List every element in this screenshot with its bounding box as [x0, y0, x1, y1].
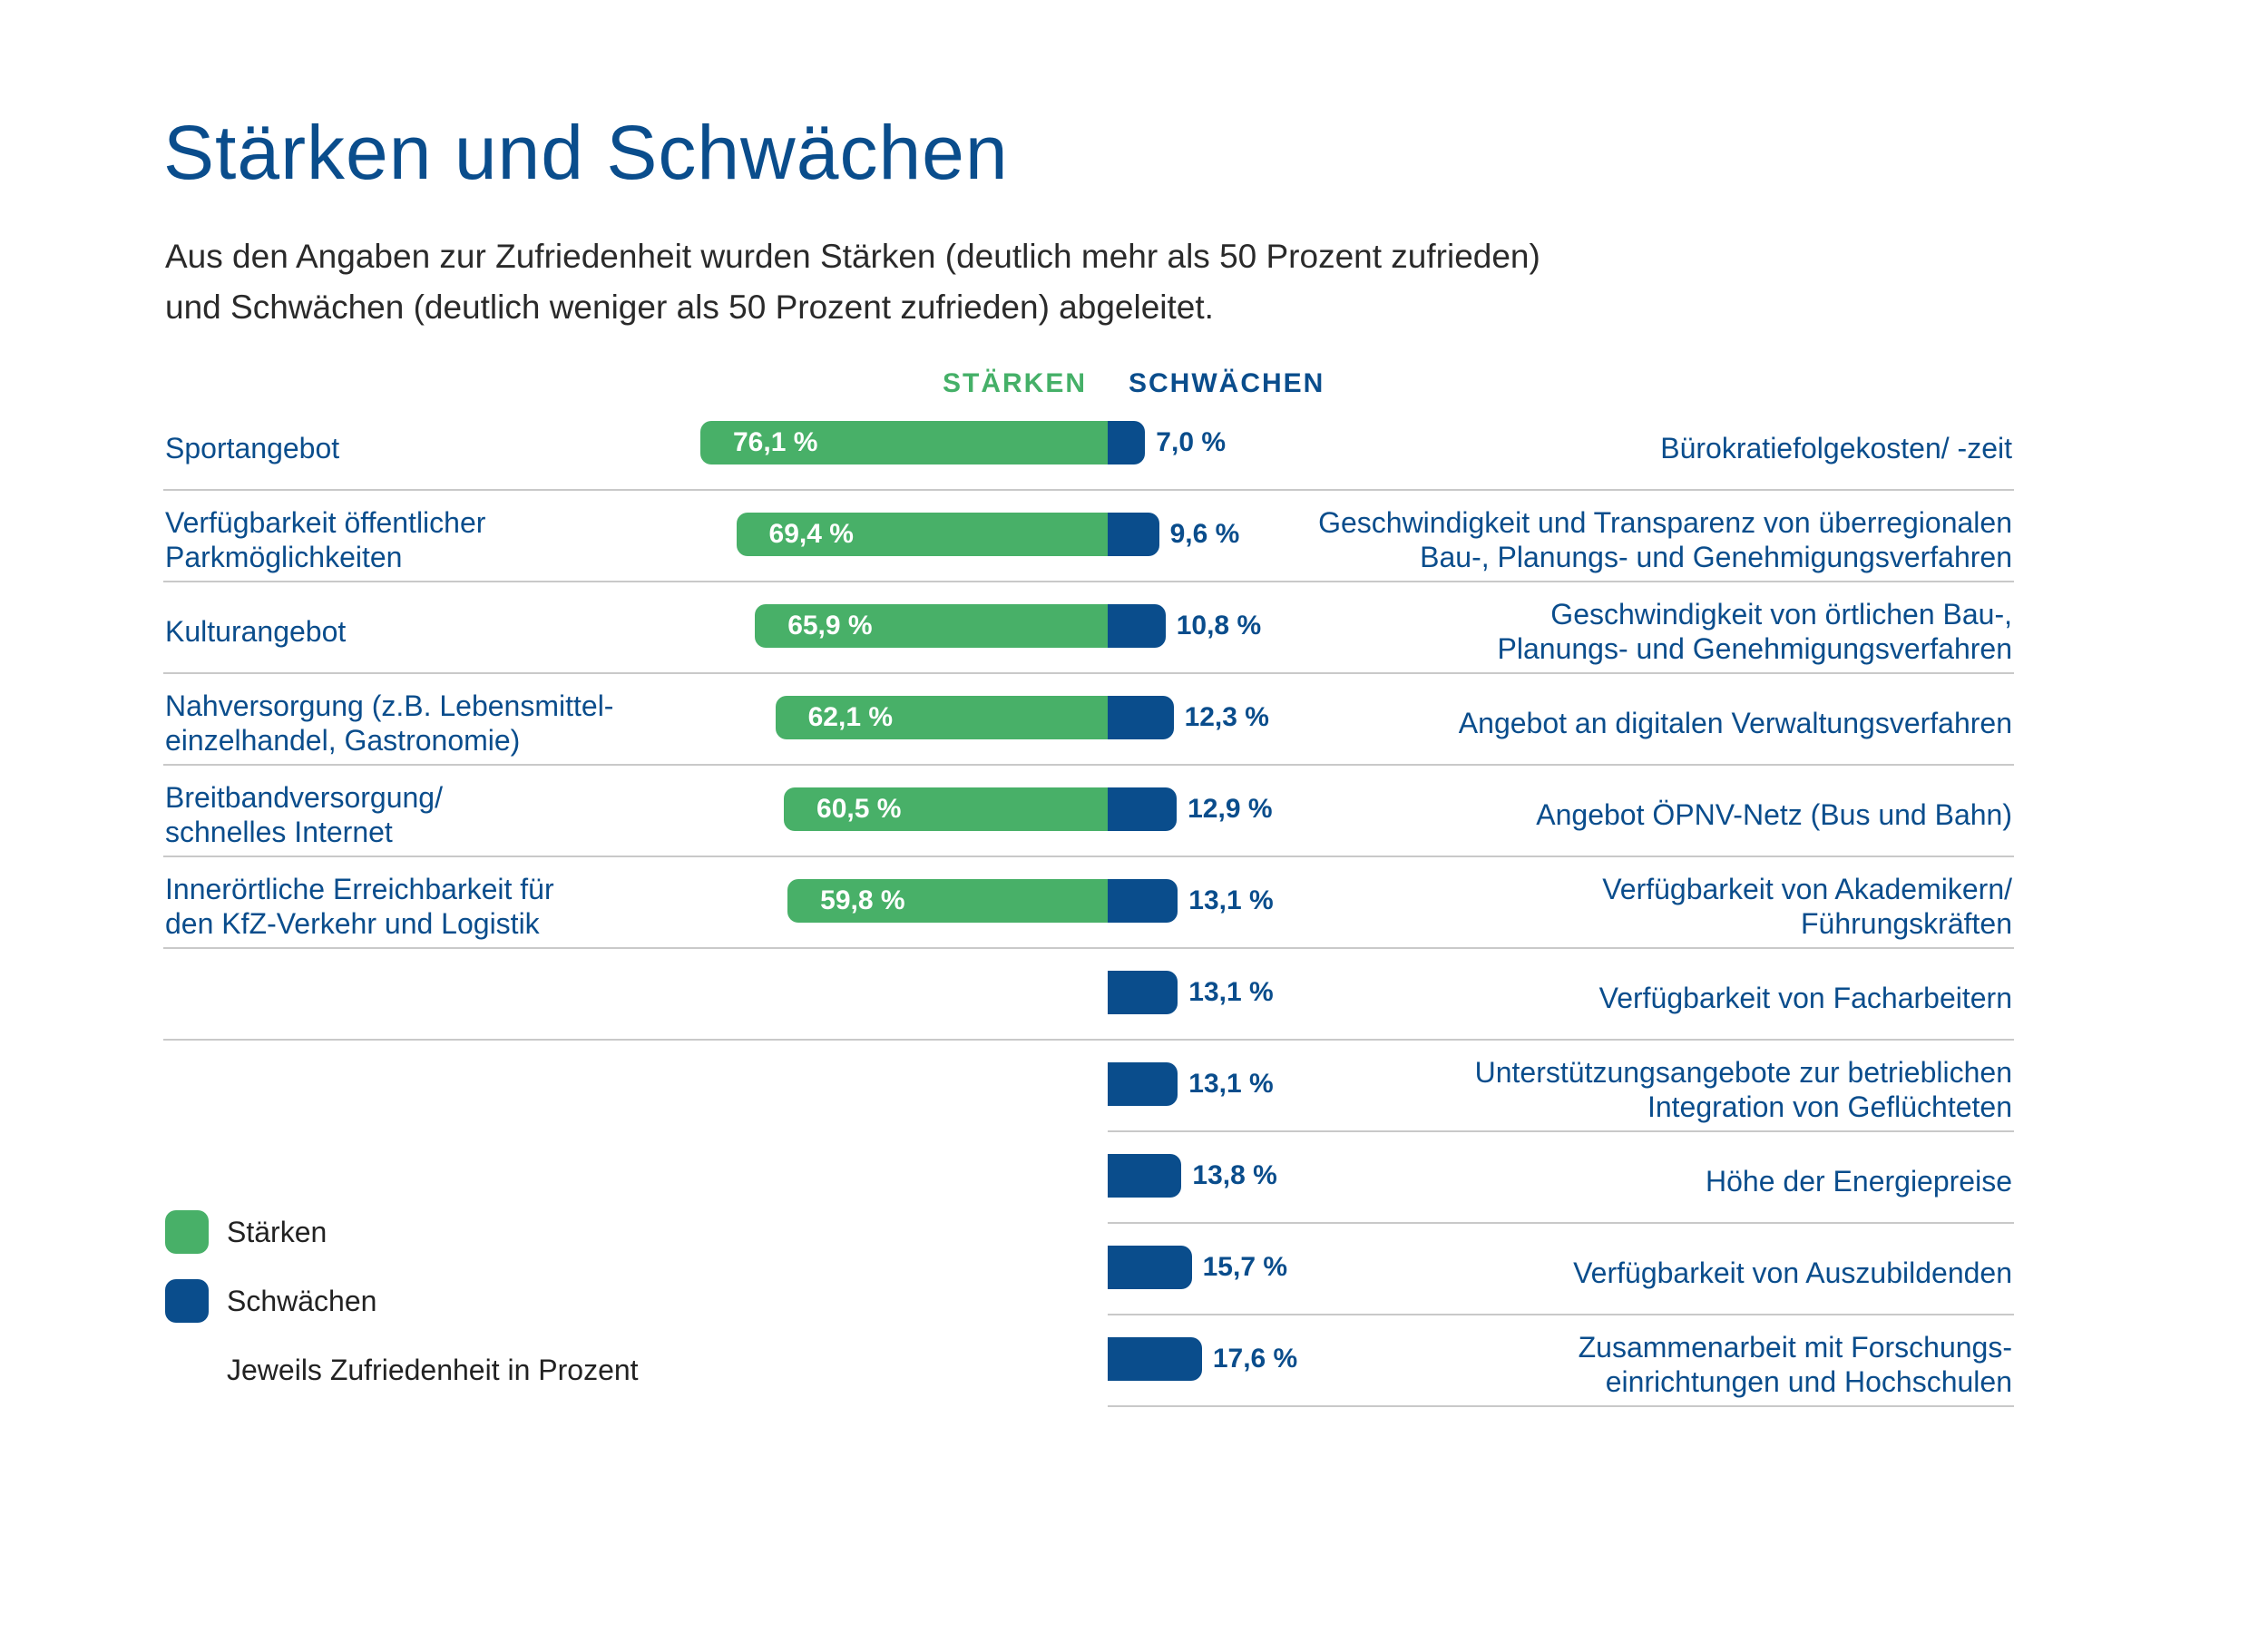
row-divider [163, 581, 2014, 582]
row-divider [1108, 1314, 2014, 1315]
row-divider [163, 947, 2014, 949]
weakness-bar [1108, 879, 1178, 923]
weakness-label-line-1: Zusammenarbeit mit Forschungs- [1578, 1330, 2012, 1364]
weakness-label: Verfügbarkeit von Facharbeitern [1196, 958, 2012, 1037]
weakness-value-label: 10,8 % [1176, 611, 1262, 640]
strength-label-line-1: Innerörtliche Erreichbarkeit für [165, 872, 554, 905]
weakness-label-line-1: Höhe der Energiepreise [1706, 1164, 2012, 1198]
weakness-label: Angebot ÖPNV-Netz (Bus und Bahn) [1196, 775, 2012, 854]
weakness-value-label: 17,6 % [1212, 1344, 1298, 1374]
row-divider [1108, 1130, 2014, 1132]
strength-label-line-1: Nahversorgung (z.B. Lebensmittel- [165, 689, 614, 722]
strength-bar [755, 604, 1108, 648]
weakness-value-label: 12,9 % [1188, 794, 1273, 824]
weakness-label-line-2: Integration von Geflüchteten [1647, 1090, 2012, 1123]
weakness-label: Höhe der Energiepreise [1196, 1141, 2012, 1220]
weakness-bar [1108, 1154, 1182, 1198]
row-divider [163, 856, 2014, 857]
strength-bar [775, 696, 1108, 739]
strength-label-line-2: schnelles Internet [165, 815, 393, 848]
weakness-value-label: 13,1 % [1188, 1069, 1274, 1099]
weakness-value-label: 13,8 % [1192, 1160, 1277, 1190]
row-divider [1108, 1405, 2014, 1407]
row-divider [163, 489, 2014, 491]
legend-label-strengths: Stärken [227, 1216, 327, 1248]
weakness-bar [1108, 1062, 1178, 1106]
strength-label-line-1: Verfügbarkeit öffentlicher [165, 505, 486, 539]
strength-label: Verfügbarkeit öffentlicher Parkmöglichkei… [165, 500, 673, 579]
weakness-label-line-1: Angebot ÖPNV-Netz (Bus und Bahn) [1536, 797, 2012, 831]
strength-label: Nahversorgung (z.B. Lebensmittel-einzelh… [165, 683, 673, 762]
weakness-label-line-1: Geschwindigkeit von örtlichen Bau-, [1550, 597, 2012, 631]
strength-value-label: 59,8 % [820, 885, 905, 915]
strength-label-line-2: Parkmöglichkeiten [165, 540, 403, 573]
weakness-label: Verfügbarkeit von Akademikern/Führungskr… [1196, 866, 2012, 945]
strength-label-line-1: Sportangebot [165, 431, 340, 464]
strength-bar [787, 879, 1108, 923]
legend-label-weaknesses: Schwächen [227, 1285, 377, 1317]
weakness-label-line-1: Verfügbarkeit von Akademikern/ [1602, 872, 2012, 905]
weakness-label-line-2: Führungskräften [1800, 906, 2012, 940]
strength-label: Innerörtliche Erreichbarkeit für den KfZ-… [165, 866, 673, 945]
row-divider [163, 1039, 2014, 1041]
strength-label: Breitbandversorgung/schnelles Internet [165, 775, 673, 854]
legend-swatch-strengths [165, 1210, 209, 1254]
weakness-label-line-2: Bau-, Planungs- und Genehmigungsverfahre… [1420, 540, 2012, 573]
weakness-bar [1108, 1246, 1192, 1289]
weakness-label: Unterstützungsangebote zur betrieblichen… [1196, 1050, 2012, 1129]
weakness-value-label: 13,1 % [1188, 885, 1274, 915]
weakness-bar [1108, 604, 1166, 648]
strength-value-label: 76,1 % [733, 427, 818, 457]
strength-label: Sportangebot [165, 408, 673, 487]
weakness-value-label: 13,1 % [1188, 977, 1274, 1007]
column-header-strengths: STÄRKEN [942, 368, 1087, 398]
weakness-bar [1108, 1337, 1202, 1381]
subtitle-line-2: und Schwächen (deutlich weniger als 50 P… [165, 288, 1214, 326]
strength-label: Kulturangebot [165, 592, 673, 670]
strength-value-label: 65,9 % [787, 611, 873, 640]
weakness-label: Angebot an digitalen Verwaltungsverfahre… [1196, 683, 2012, 762]
page-title: Stärken und Schwächen [163, 110, 1009, 195]
weakness-value-label: 7,0 % [1156, 427, 1227, 457]
strength-bar [784, 787, 1108, 831]
strength-bar [736, 513, 1108, 556]
legend-swatch-weaknesses [165, 1279, 209, 1323]
weakness-label-line-1: Verfügbarkeit von Facharbeitern [1598, 981, 2012, 1014]
weakness-label-line-2: einrichtungen und Hochschulen [1605, 1364, 2012, 1398]
weakness-label-line-1: Unterstützungsangebote zur betrieblichen [1474, 1055, 2012, 1089]
weakness-label: Geschwindigkeit von örtlichen Bau-, Planu… [1196, 592, 2012, 670]
weakness-label: Verfügbarkeit von Auszubildenden [1196, 1233, 2012, 1312]
weakness-bar [1108, 696, 1174, 739]
column-header-weaknesses: SCHWÄCHEN [1129, 368, 1325, 398]
weakness-label: Geschwindigkeit und Transparenz von über… [1196, 500, 2012, 579]
row-divider [163, 764, 2014, 766]
weakness-label: Bürokratiefolgekosten/ -zeit [1196, 408, 2012, 487]
legend-note: Jeweils Zufriedenheit in Prozent [227, 1354, 639, 1386]
strength-value-label: 60,5 % [816, 794, 902, 824]
weakness-bar [1108, 787, 1178, 831]
strength-value-label: 62,1 % [807, 702, 894, 732]
weakness-value-label: 15,7 % [1202, 1252, 1288, 1282]
subtitle-line-1: Aus den Angaben zur Zufriedenheit wurden… [165, 238, 1540, 275]
strength-label-line-2: den KfZ-Verkehr und Logistik [165, 906, 540, 940]
row-divider [163, 672, 2014, 674]
strength-bar [700, 421, 1108, 464]
weakness-bar [1108, 513, 1159, 556]
weakness-label-line-1: Verfügbarkeit von Auszubildenden [1573, 1256, 2012, 1289]
weakness-label-line-2: Planungs- und Genehmigungsverfahren [1497, 631, 2012, 665]
weakness-label-line-1: Geschwindigkeit und Transparenz von über… [1318, 505, 2012, 539]
weakness-value-label: 9,6 % [1169, 519, 1240, 549]
weakness-value-label: 12,3 % [1184, 702, 1269, 732]
strength-value-label: 69,4 % [768, 519, 854, 549]
weakness-label: Zusammenarbeit mit Forschungs-einrichtun… [1196, 1325, 2012, 1403]
weakness-bar [1108, 971, 1178, 1014]
weakness-bar [1108, 421, 1146, 464]
row-divider [1108, 1222, 2014, 1224]
strength-label-line-2: einzelhandel, Gastronomie) [165, 723, 521, 757]
weakness-label-line-1: Bürokratiefolgekosten/ -zeit [1660, 431, 2012, 464]
weakness-label-line-1: Angebot an digitalen Verwaltungsverfahre… [1458, 706, 2012, 739]
strength-label-line-1: Breitbandversorgung/ [165, 780, 443, 814]
strength-label-line-1: Kulturangebot [165, 614, 347, 648]
